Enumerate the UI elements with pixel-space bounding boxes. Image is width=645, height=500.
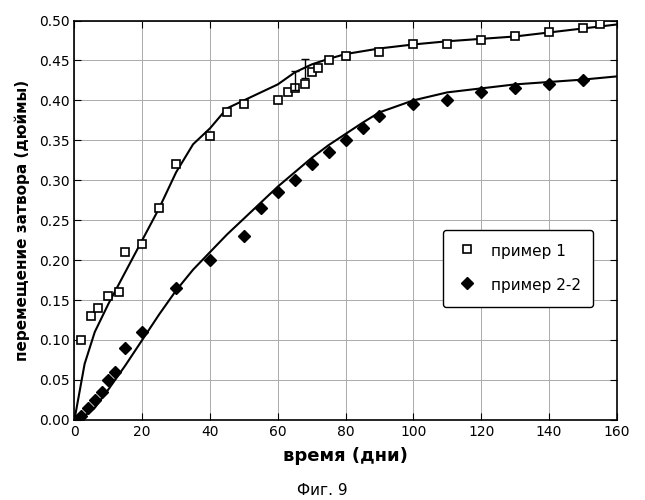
- пример 1: [284, 90, 292, 96]
- пример 2-2: [325, 150, 333, 156]
- пример 1: [545, 30, 553, 36]
- пример 1: [223, 110, 231, 116]
- пример 2-2: [104, 377, 112, 383]
- пример 1: [342, 54, 350, 60]
- пример 1: [443, 42, 451, 48]
- пример 2-2: [121, 345, 129, 351]
- пример 2-2: [291, 177, 299, 183]
- пример 1: [77, 337, 85, 343]
- пример 2-2: [359, 126, 366, 132]
- пример 1: [121, 249, 129, 255]
- пример 2-2: [139, 329, 146, 335]
- пример 2-2: [477, 90, 485, 96]
- X-axis label: время (дни): время (дни): [283, 447, 408, 465]
- пример 1: [301, 82, 309, 87]
- пример 2-2: [342, 138, 350, 143]
- пример 2-2: [257, 205, 264, 211]
- пример 1: [88, 313, 95, 319]
- пример 2-2: [410, 102, 417, 107]
- пример 2-2: [308, 161, 315, 167]
- пример 1: [291, 86, 299, 91]
- Text: Фиг. 9: Фиг. 9: [297, 483, 348, 498]
- пример 2-2: [443, 98, 451, 103]
- пример 2-2: [375, 114, 383, 119]
- пример 2-2: [579, 78, 587, 84]
- пример 1: [115, 289, 123, 295]
- пример 2-2: [545, 82, 553, 87]
- пример 1: [596, 22, 604, 28]
- пример 1: [579, 26, 587, 32]
- пример 2-2: [172, 285, 180, 291]
- пример 2-2: [206, 257, 214, 263]
- пример 1: [511, 34, 519, 40]
- пример 2-2: [77, 413, 85, 419]
- пример 2-2: [274, 189, 282, 195]
- пример 1: [139, 241, 146, 247]
- Y-axis label: перемещение затвора (дюймы): перемещение затвора (дюймы): [15, 80, 30, 360]
- пример 2-2: [97, 389, 105, 395]
- пример 1: [172, 161, 180, 167]
- пример 1: [308, 70, 315, 75]
- пример 1: [410, 42, 417, 48]
- пример 2-2: [240, 233, 248, 239]
- пример 1: [155, 205, 163, 211]
- пример 2-2: [84, 405, 92, 411]
- пример 1: [240, 102, 248, 107]
- пример 1: [325, 58, 333, 64]
- пример 1: [104, 293, 112, 299]
- пример 1: [206, 134, 214, 140]
- пример 1: [94, 305, 102, 311]
- пример 2-2: [111, 369, 119, 375]
- пример 1: [477, 38, 485, 44]
- пример 1: [274, 98, 282, 103]
- Line: пример 1: пример 1: [77, 20, 604, 344]
- Line: пример 2-2: пример 2-2: [77, 76, 587, 420]
- пример 2-2: [91, 397, 99, 403]
- пример 1: [375, 50, 383, 56]
- Legend: пример 1, пример 2-2: пример 1, пример 2-2: [443, 230, 593, 306]
- пример 2-2: [511, 86, 519, 91]
- пример 1: [315, 66, 322, 71]
